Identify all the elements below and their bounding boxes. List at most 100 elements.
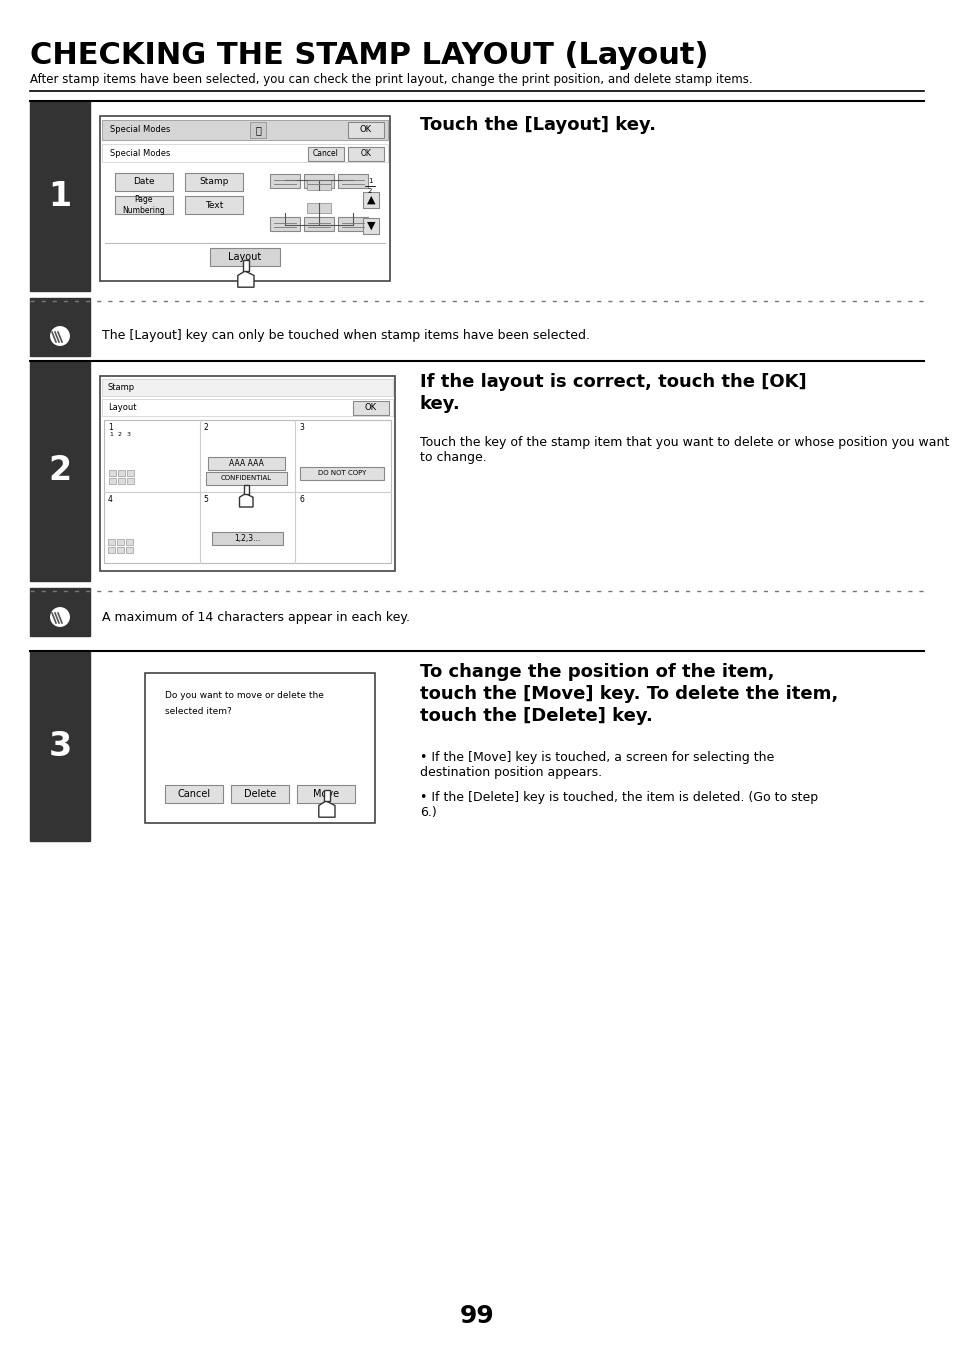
FancyBboxPatch shape	[30, 588, 90, 636]
FancyBboxPatch shape	[212, 532, 283, 544]
Polygon shape	[318, 801, 335, 817]
Text: 1,2,3...: 1,2,3...	[234, 534, 260, 543]
FancyBboxPatch shape	[165, 785, 223, 802]
FancyBboxPatch shape	[30, 101, 90, 290]
FancyBboxPatch shape	[102, 380, 393, 396]
Text: 2: 2	[49, 454, 71, 488]
FancyBboxPatch shape	[102, 399, 393, 416]
FancyBboxPatch shape	[118, 477, 125, 484]
FancyBboxPatch shape	[185, 196, 243, 213]
FancyBboxPatch shape	[145, 673, 375, 823]
FancyBboxPatch shape	[30, 361, 90, 581]
FancyBboxPatch shape	[108, 547, 115, 553]
FancyBboxPatch shape	[308, 147, 344, 161]
Text: 4: 4	[108, 494, 112, 504]
Text: Cancel: Cancel	[177, 789, 211, 798]
Text: Special Modes: Special Modes	[110, 149, 171, 158]
FancyBboxPatch shape	[250, 122, 266, 138]
Text: 1: 1	[367, 178, 372, 184]
FancyBboxPatch shape	[30, 651, 90, 842]
Text: Stamp: Stamp	[108, 382, 135, 392]
FancyBboxPatch shape	[104, 420, 391, 563]
FancyBboxPatch shape	[231, 785, 289, 802]
FancyBboxPatch shape	[304, 174, 334, 188]
Text: DO NOT COPY: DO NOT COPY	[317, 470, 366, 476]
FancyBboxPatch shape	[337, 174, 368, 188]
FancyBboxPatch shape	[300, 466, 384, 480]
Polygon shape	[324, 790, 329, 801]
FancyBboxPatch shape	[353, 401, 389, 415]
Text: Text: Text	[205, 200, 223, 209]
FancyBboxPatch shape	[117, 547, 124, 553]
Text: The [Layout] key can only be touched when stamp items have been selected.: The [Layout] key can only be touched whe…	[102, 330, 589, 343]
FancyBboxPatch shape	[126, 539, 132, 544]
FancyBboxPatch shape	[115, 196, 172, 213]
FancyBboxPatch shape	[109, 470, 116, 476]
Text: • If the [Move] key is touched, a screen for selecting the
destination position : • If the [Move] key is touched, a screen…	[419, 751, 774, 780]
Text: CHECKING THE STAMP LAYOUT (Layout): CHECKING THE STAMP LAYOUT (Layout)	[30, 41, 708, 70]
Polygon shape	[239, 493, 253, 507]
FancyBboxPatch shape	[109, 477, 116, 484]
Text: Touch the key of the stamp item that you want to delete or whose position you wa: Touch the key of the stamp item that you…	[419, 436, 948, 463]
Text: 3: 3	[299, 423, 304, 432]
Text: 99: 99	[459, 1304, 494, 1328]
Text: If the layout is correct, touch the [OK]
key.: If the layout is correct, touch the [OK]…	[419, 373, 806, 413]
FancyBboxPatch shape	[127, 477, 133, 484]
FancyBboxPatch shape	[102, 145, 388, 162]
FancyBboxPatch shape	[108, 539, 115, 544]
FancyBboxPatch shape	[270, 174, 299, 188]
Text: selected item?: selected item?	[165, 707, 232, 716]
Text: 3: 3	[127, 431, 131, 436]
FancyBboxPatch shape	[30, 299, 923, 357]
FancyBboxPatch shape	[304, 218, 334, 231]
FancyBboxPatch shape	[115, 173, 172, 190]
FancyBboxPatch shape	[296, 785, 355, 802]
Text: After stamp items have been selected, you can check the print layout, change the: After stamp items have been selected, yo…	[30, 73, 752, 86]
Text: OK: OK	[365, 404, 376, 412]
Text: Touch the [Layout] key.: Touch the [Layout] key.	[419, 116, 656, 134]
Text: 1: 1	[109, 431, 112, 436]
Text: 2: 2	[203, 423, 208, 432]
FancyBboxPatch shape	[337, 218, 368, 231]
Text: 🖨: 🖨	[254, 126, 261, 135]
Text: Do you want to move or delete the: Do you want to move or delete the	[165, 690, 323, 700]
Circle shape	[49, 607, 71, 628]
Text: Page
Numbering: Page Numbering	[123, 196, 165, 215]
Text: 2: 2	[368, 188, 372, 195]
FancyBboxPatch shape	[210, 249, 280, 266]
Text: 1: 1	[49, 180, 71, 212]
Text: A maximum of 14 characters appear in each key.: A maximum of 14 characters appear in eac…	[102, 611, 410, 624]
Text: Special Modes: Special Modes	[110, 126, 171, 135]
FancyBboxPatch shape	[348, 122, 384, 138]
FancyBboxPatch shape	[30, 588, 923, 636]
FancyBboxPatch shape	[270, 218, 299, 231]
Text: Cancel: Cancel	[313, 150, 338, 158]
Text: To change the position of the item,
touch the [Move] key. To delete the item,
to: To change the position of the item, touc…	[419, 663, 838, 725]
Circle shape	[49, 326, 71, 347]
FancyBboxPatch shape	[118, 470, 125, 476]
FancyBboxPatch shape	[307, 180, 331, 190]
Text: 1: 1	[108, 423, 112, 432]
Text: Delete: Delete	[244, 789, 275, 798]
Text: Layout: Layout	[228, 253, 261, 262]
Text: CONFIDENTIAL: CONFIDENTIAL	[221, 476, 272, 481]
Text: • If the [Delete] key is touched, the item is deleted. (Go to step
6.): • If the [Delete] key is touched, the it…	[419, 790, 818, 819]
FancyBboxPatch shape	[307, 203, 331, 213]
FancyBboxPatch shape	[117, 539, 124, 544]
FancyBboxPatch shape	[100, 376, 395, 571]
FancyBboxPatch shape	[348, 147, 384, 161]
Text: Stamp: Stamp	[199, 177, 229, 186]
Polygon shape	[243, 261, 249, 272]
FancyBboxPatch shape	[363, 218, 378, 234]
Text: OK: OK	[360, 150, 371, 158]
Text: Layout: Layout	[108, 404, 136, 412]
Polygon shape	[244, 485, 248, 493]
Text: AAA AAA: AAA AAA	[229, 458, 264, 467]
FancyBboxPatch shape	[126, 547, 132, 553]
Text: 6: 6	[299, 494, 304, 504]
Text: Move: Move	[313, 789, 338, 798]
Polygon shape	[237, 272, 253, 288]
Text: ▲: ▲	[366, 195, 375, 205]
FancyBboxPatch shape	[208, 457, 285, 470]
Text: 5: 5	[203, 494, 209, 504]
